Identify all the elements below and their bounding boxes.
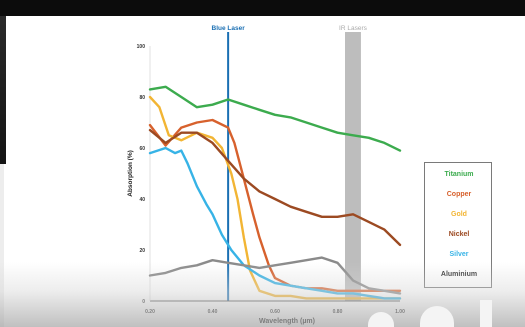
y-tick-label: 60	[139, 146, 145, 152]
top-dark-bar	[0, 0, 525, 16]
ir-lasers-band	[345, 32, 361, 301]
annotation-bands: Blue Laser IR Lasers	[212, 25, 368, 301]
y-tick-label: 0	[142, 299, 145, 305]
x-tick-label: 0.40	[208, 309, 218, 315]
series-line-nickel	[148, 128, 402, 247]
legend-item-nickel: Nickel	[448, 231, 470, 238]
blue-laser-label: Blue Laser	[212, 25, 246, 32]
left-dark-strip	[0, 16, 6, 164]
legend-item-aluminium: Aluminium	[440, 271, 478, 278]
y-tick-label: 20	[139, 248, 145, 254]
x-tick-label: 0.80	[333, 309, 343, 315]
x-tick-label: 0.20	[145, 309, 155, 315]
left-light-strip	[0, 164, 4, 327]
watermark-stroke-1	[368, 312, 394, 327]
legend-item-titanium: Titanium	[444, 171, 474, 178]
series-line-titanium	[148, 85, 402, 152]
y-tick-label: 100	[137, 44, 146, 50]
x-axis-label: Wavelength (µm)	[259, 318, 315, 325]
legend-item-copper: Copper	[446, 191, 472, 198]
overlay-watermark-shape	[362, 296, 522, 327]
axes	[149, 46, 400, 302]
legend: Titanium Copper Gold Nickel Silver Aluminium	[424, 162, 492, 288]
watermark-stroke-2	[420, 306, 454, 327]
y-axis-label: Absorption (%)	[127, 150, 134, 197]
legend-item-gold: Gold	[451, 211, 467, 218]
ir-lasers-label: IR Lasers	[339, 25, 368, 32]
legend-item-silver: Silver	[449, 251, 469, 258]
y-tick-label: 40	[139, 197, 145, 203]
x-tick-label: 0.60	[270, 309, 280, 315]
y-tick-label: 80	[139, 95, 145, 101]
series-lines	[148, 85, 402, 300]
watermark-stroke-3	[480, 300, 492, 327]
